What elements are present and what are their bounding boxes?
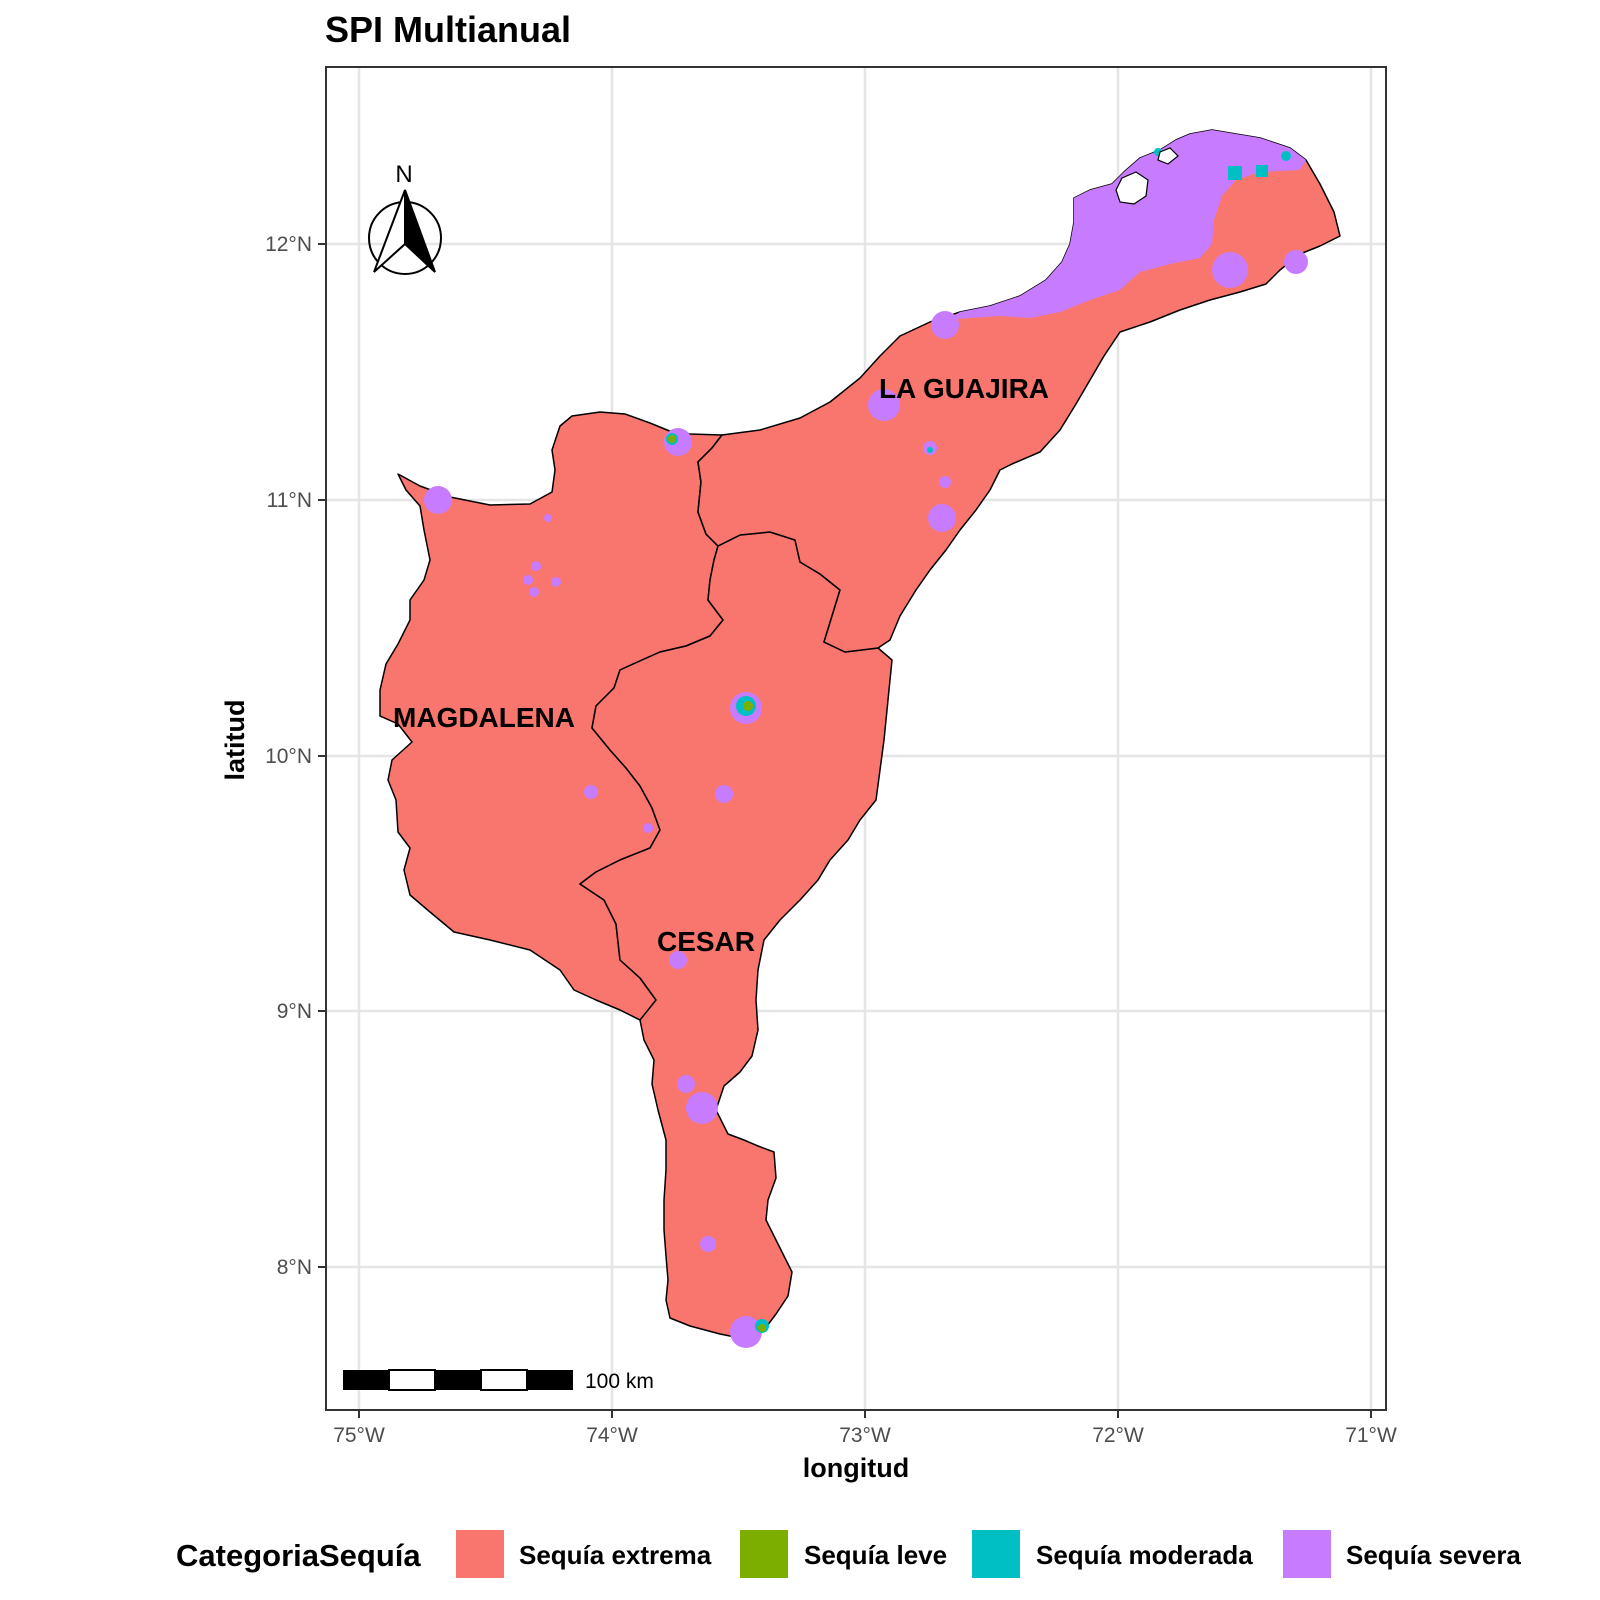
- y-tick-label: 12°N: [265, 233, 312, 256]
- leve-patches: [668, 435, 766, 1332]
- severa-blob: [531, 561, 541, 571]
- scale-seg-1: [343, 1370, 389, 1390]
- moderada-blob: [1256, 165, 1268, 177]
- y-tick-label: 8°N: [277, 1256, 312, 1279]
- map-holes: [1115, 147, 1179, 205]
- y-tick-label: 10°N: [265, 745, 312, 768]
- leve-blob: [758, 1324, 766, 1332]
- moderada-blob: [927, 447, 933, 453]
- legend-label-leve: Sequía leve: [804, 1540, 947, 1570]
- north-arrow-icon: N: [368, 161, 442, 275]
- y-axis-title: latitud: [220, 700, 250, 781]
- legend-title: CategoriaSequía: [176, 1538, 421, 1573]
- plot-panel: LA GUAJIRA MAGDALENA CESAR N 100 km: [325, 66, 1387, 1411]
- legend: CategoriaSequía Sequía extrema Sequía le…: [176, 1530, 1521, 1578]
- region-label-la-guajira: LA GUAJIRA: [879, 373, 1049, 404]
- chart-title: SPI Multianual: [325, 9, 571, 50]
- x-tick-label: 74°W: [586, 1424, 638, 1447]
- severa-blob: [715, 785, 733, 803]
- severa-blob: [523, 575, 533, 585]
- legend-label-extrema: Sequía extrema: [519, 1540, 712, 1570]
- severa-blob: [928, 504, 956, 532]
- severa-blob: [529, 587, 539, 597]
- severa-blob: [643, 823, 653, 833]
- moderada-blob: [1228, 166, 1242, 180]
- severa-blob: [1212, 252, 1248, 288]
- region-label-cesar: CESAR: [657, 926, 755, 957]
- x-tick-label: 71°W: [1345, 1424, 1397, 1447]
- axis-ticks: [318, 243, 1372, 1418]
- scale-seg-3: [435, 1370, 481, 1390]
- severa-blob: [931, 311, 959, 339]
- severa-blob: [584, 785, 598, 799]
- y-tick-label: 9°N: [277, 1000, 312, 1023]
- severa-blob: [1284, 250, 1308, 274]
- leve-blob: [743, 701, 753, 711]
- severa-blob: [677, 1075, 695, 1093]
- legend-label-moderada: Sequía moderada: [1036, 1540, 1253, 1570]
- region-label-magdalena: MAGDALENA: [393, 702, 575, 733]
- severa-patches: [424, 130, 1308, 1348]
- y-tick-label: 11°N: [267, 489, 312, 512]
- severa-blob: [669, 951, 687, 969]
- legend-key-leve: [740, 1530, 788, 1578]
- panel-border: [325, 66, 1387, 1411]
- scale-seg-4: [480, 1369, 528, 1391]
- legend-key-extrema: [456, 1530, 504, 1578]
- severa-blob: [686, 1092, 718, 1124]
- legend-key-moderada: [972, 1530, 1020, 1578]
- legend-label-severa: Sequía severa: [1346, 1540, 1521, 1570]
- x-tick-label: 73°W: [839, 1424, 891, 1447]
- x-tick-label: 72°W: [1092, 1424, 1144, 1447]
- scale-bar: 100 km: [343, 1369, 654, 1393]
- x-tick-label: 75°W: [333, 1424, 385, 1447]
- scale-seg-5: [527, 1370, 573, 1390]
- scale-seg-2: [388, 1369, 436, 1391]
- severa-blob: [868, 389, 900, 421]
- leve-blob: [668, 435, 676, 443]
- severa-guajira-north: [946, 130, 1306, 320]
- severa-blob: [700, 1236, 716, 1252]
- bay-hole: [1157, 147, 1179, 165]
- scale-label: 100 km: [585, 1370, 654, 1393]
- x-axis-title: longitud: [803, 1453, 909, 1483]
- bay-hole: [1115, 171, 1149, 205]
- severa-blob: [544, 514, 552, 522]
- north-letter: N: [395, 161, 412, 188]
- severa-blob: [424, 486, 452, 514]
- moderada-blob: [1281, 151, 1291, 161]
- legend-key-severa: [1283, 1530, 1331, 1578]
- severa-blob: [551, 577, 561, 587]
- severa-blob: [939, 476, 951, 488]
- severa-blob: [730, 1316, 762, 1348]
- north-arrow-right: [404, 189, 436, 273]
